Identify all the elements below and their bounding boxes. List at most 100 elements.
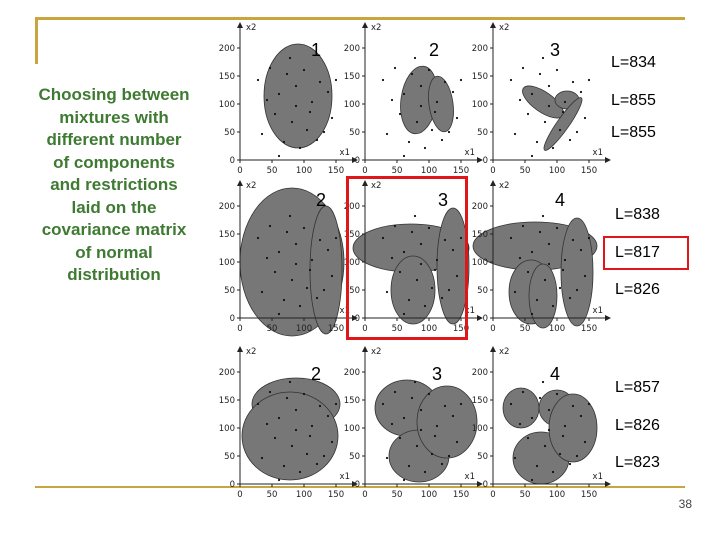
x-tick-label: 0 <box>237 490 242 500</box>
x-axis-label: x1 <box>465 472 475 482</box>
x-tick-label: 100 <box>421 490 437 500</box>
x-axis-label: x1 <box>593 148 603 158</box>
x-tick-label: 100 <box>421 166 437 176</box>
top-rule <box>35 17 685 20</box>
y-tick-label: 200 <box>344 368 360 378</box>
plot-row3-col1 <box>241 377 341 482</box>
y-axis-label: x2 <box>371 347 381 357</box>
x-axis-label: x1 <box>465 148 475 158</box>
x-tick-label: 100 <box>296 490 312 500</box>
x-axis-label: x1 <box>340 148 350 158</box>
description-line: of normal <box>75 242 153 262</box>
y-tick-label: 100 <box>219 100 235 110</box>
x-tick-label: 50 <box>520 166 531 176</box>
description-line: covariance matrix <box>41 220 187 239</box>
x-tick-label: 50 <box>267 490 278 500</box>
y-tick-label: 200 <box>219 202 235 212</box>
y-axis-label: x2 <box>371 181 381 191</box>
x-axis-arrow-icon <box>477 481 483 487</box>
x-tick-label: 0 <box>490 166 495 176</box>
plot-row1-col2 <box>381 56 463 158</box>
likelihood-label: L=817 <box>615 244 660 261</box>
x-tick-label: 0 <box>362 324 367 334</box>
y-tick-label: 50 <box>224 452 235 462</box>
y-tick-label: 150 <box>219 396 235 406</box>
left-rule <box>35 17 38 64</box>
description-line: of components <box>53 152 175 172</box>
y-axis-arrow-icon <box>237 22 243 28</box>
likelihood-label: L=857 <box>615 379 660 396</box>
x-axis-label: x1 <box>593 306 603 316</box>
x-tick-label: 50 <box>267 166 278 176</box>
best-model-highlight <box>346 176 468 340</box>
x-tick-label: 100 <box>549 166 565 176</box>
x-tick-label: 0 <box>490 490 495 500</box>
y-axis-arrow-icon <box>362 180 368 186</box>
y-tick-label: 0 <box>355 156 360 166</box>
y-axis-label: x2 <box>499 347 509 357</box>
x-tick-label: 50 <box>267 324 278 334</box>
plot-row2-col2 <box>352 207 470 325</box>
y-tick-label: 50 <box>349 452 360 462</box>
x-tick-label: 150 <box>328 324 344 334</box>
x-tick-label: 150 <box>581 166 597 176</box>
x-axis-arrow-icon <box>605 481 611 487</box>
x-axis-label: x1 <box>340 472 350 482</box>
y-axis-arrow-icon <box>490 180 496 186</box>
x-tick-label: 150 <box>581 324 597 334</box>
x-tick-label: 150 <box>328 490 344 500</box>
likelihood-label: L=826 <box>615 281 660 298</box>
y-tick-label: 0 <box>355 480 360 490</box>
y-axis-label: x2 <box>246 347 256 357</box>
x-axis-label: x1 <box>593 472 603 482</box>
x-tick-label: 100 <box>296 324 312 334</box>
y-tick-label: 100 <box>472 424 488 434</box>
x-tick-label: 50 <box>392 324 403 334</box>
y-tick-label: 50 <box>477 286 488 296</box>
description-line: mixtures with <box>59 107 169 127</box>
x-tick-label: 0 <box>237 324 242 334</box>
x-tick-label: 100 <box>421 324 437 334</box>
y-tick-label: 50 <box>477 128 488 138</box>
y-tick-label: 100 <box>219 258 235 268</box>
x-tick-label: 0 <box>362 166 367 176</box>
x-tick-label: 150 <box>581 490 597 500</box>
x-axis-arrow-icon <box>477 157 483 163</box>
plot-row1-col3 <box>509 56 591 158</box>
likelihood-label: L=826 <box>615 417 660 434</box>
x-tick-label: 100 <box>549 490 565 500</box>
x-tick-label: 0 <box>362 490 367 500</box>
x-axis-arrow-icon <box>352 315 358 321</box>
plot-row2-col3 <box>472 214 598 329</box>
x-tick-label: 100 <box>296 166 312 176</box>
y-tick-label: 200 <box>344 202 360 212</box>
y-tick-label: 0 <box>230 314 235 324</box>
x-axis-label: x1 <box>465 306 475 316</box>
y-tick-label: 200 <box>344 44 360 54</box>
y-tick-label: 0 <box>483 480 488 490</box>
description-line: different number <box>46 130 182 149</box>
y-tick-label: 150 <box>472 230 488 240</box>
plot-row1-col1 <box>256 43 338 158</box>
y-axis-label: x2 <box>499 181 509 191</box>
y-tick-label: 150 <box>219 230 235 240</box>
y-tick-label: 0 <box>483 314 488 324</box>
y-tick-label: 0 <box>230 156 235 166</box>
likelihood-label: L=838 <box>615 206 660 223</box>
plot-row3-col2 <box>374 379 478 483</box>
y-tick-label: 200 <box>219 44 235 54</box>
x-axis-arrow-icon <box>605 315 611 321</box>
component-count-label: 3 <box>432 364 443 384</box>
component-count-label: 2 <box>311 364 322 384</box>
plot-row2-col1 <box>239 187 345 337</box>
x-tick-label: 150 <box>453 166 469 176</box>
description-line: laid on the <box>71 197 157 217</box>
component-count-label: 3 <box>438 190 449 210</box>
description-text: Choosing between mixtures with different… <box>18 84 210 287</box>
x-tick-label: 150 <box>453 324 469 334</box>
x-axis-arrow-icon <box>352 157 358 163</box>
component-count-label: 1 <box>311 40 322 60</box>
x-axis-arrow-icon <box>477 315 483 321</box>
